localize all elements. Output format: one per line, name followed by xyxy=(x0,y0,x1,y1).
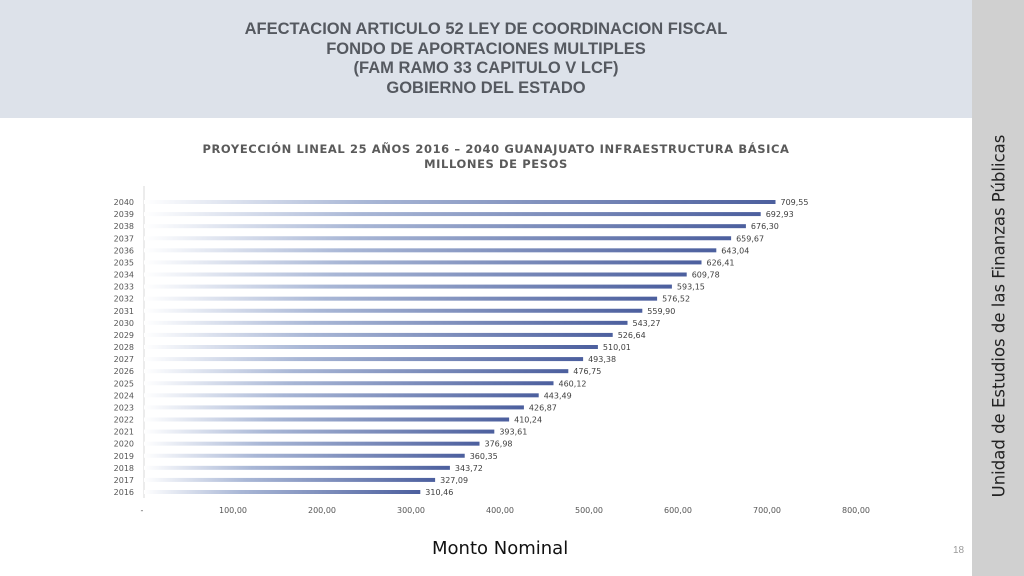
bar-2026 xyxy=(144,369,569,374)
bar-2017 xyxy=(144,477,436,482)
data-label-2030: 543,27 xyxy=(633,319,661,328)
bar-2018 xyxy=(144,465,450,470)
data-label-2020: 376,98 xyxy=(485,440,513,449)
data-label-2035: 626,41 xyxy=(707,258,735,267)
bar-2025 xyxy=(144,381,554,386)
y-tick-label-2016: 2016 xyxy=(114,488,134,497)
page-number: 18 xyxy=(953,545,965,556)
header-title-line-3: (FAM RAMO 33 CAPITULO V LCF) xyxy=(353,59,619,77)
chart-title-line-1: PROYECCIÓN LINEAL 25 AÑOS 2016 – 2040 GU… xyxy=(202,142,790,156)
y-tick-label-2031: 2031 xyxy=(114,307,134,316)
x-tick-label-100: 100,00 xyxy=(219,506,247,515)
data-label-2026: 476,75 xyxy=(573,367,601,376)
data-label-2018: 343,72 xyxy=(455,464,483,473)
bar-2027 xyxy=(144,357,584,362)
data-label-2022: 410,24 xyxy=(514,416,542,425)
header-title-line-4: GOBIERNO DEL ESTADO xyxy=(386,78,586,97)
x-tick-label-500: 500,00 xyxy=(575,506,603,515)
y-tick-label-2024: 2024 xyxy=(114,391,134,400)
bar-2024 xyxy=(144,393,539,398)
y-tick-label-2038: 2038 xyxy=(114,222,134,231)
y-tick-label-2032: 2032 xyxy=(114,295,134,304)
chart-title-line-2: MILLONES DE PESOS xyxy=(424,157,568,171)
data-label-2028: 510,01 xyxy=(603,343,631,352)
x-tick-label-300: 300,00 xyxy=(397,506,425,515)
slide-header: AFECTACION ARTICULO 52 LEY DE COORDINACI… xyxy=(0,0,972,118)
bar-2036 xyxy=(144,248,717,253)
data-label-2038: 676,30 xyxy=(751,222,779,231)
x-tick-label-0: - xyxy=(141,506,144,515)
y-tick-label-2034: 2034 xyxy=(114,271,134,280)
y-tick-label-2037: 2037 xyxy=(114,234,134,243)
bar-2035 xyxy=(144,260,702,265)
y-tick-label-2019: 2019 xyxy=(114,452,134,461)
y-tick-label-2033: 2033 xyxy=(114,283,134,292)
y-tick-label-2040: 2040 xyxy=(114,198,134,207)
bar-2034 xyxy=(144,272,687,277)
data-label-2033: 593,15 xyxy=(677,283,705,292)
bar-2021 xyxy=(144,429,495,434)
data-label-2021: 393,61 xyxy=(499,428,527,437)
data-label-2025: 460,12 xyxy=(559,379,587,388)
x-tick-label-200: 200,00 xyxy=(308,506,336,515)
data-label-2031: 559,90 xyxy=(647,307,675,316)
bar-2023 xyxy=(144,405,524,410)
bar-2016 xyxy=(144,490,421,494)
data-label-2039: 692,93 xyxy=(766,210,794,219)
sidebar-strip xyxy=(972,0,1024,576)
data-label-2036: 643,04 xyxy=(721,246,749,255)
y-tick-label-2028: 2028 xyxy=(114,343,134,352)
data-label-2040: 709,55 xyxy=(780,198,808,207)
data-label-2017: 327,09 xyxy=(440,476,468,485)
y-tick-label-2025: 2025 xyxy=(114,379,134,388)
footer-caption: Monto Nominal xyxy=(432,538,569,559)
data-label-2037: 659,67 xyxy=(736,234,764,243)
bar-2022 xyxy=(144,417,510,422)
y-tick-label-2036: 2036 xyxy=(114,246,134,255)
y-tick-label-2021: 2021 xyxy=(114,428,134,437)
bar-2020 xyxy=(144,441,480,446)
data-label-2024: 443,49 xyxy=(544,391,572,400)
data-label-2029: 526,64 xyxy=(618,331,646,340)
y-tick-label-2018: 2018 xyxy=(114,464,134,473)
bar-2039 xyxy=(144,212,761,217)
bar-2038 xyxy=(144,224,746,229)
y-tick-label-2039: 2039 xyxy=(114,210,134,219)
y-tick-label-2027: 2027 xyxy=(114,355,134,364)
y-tick-label-2020: 2020 xyxy=(114,440,134,449)
bar-2030 xyxy=(144,320,628,325)
bar-2032 xyxy=(144,296,658,301)
data-label-2034: 609,78 xyxy=(692,271,720,280)
bar-2040 xyxy=(144,200,776,204)
y-tick-label-2030: 2030 xyxy=(114,319,134,328)
data-label-2023: 426,87 xyxy=(529,403,557,412)
header-title-line-2: FONDO DE APORTACIONES MULTIPLES xyxy=(326,39,646,58)
bar-2033 xyxy=(144,284,672,289)
bar-2031 xyxy=(144,308,643,313)
bar-2028 xyxy=(144,345,598,349)
x-tick-label-700: 700,00 xyxy=(753,506,781,515)
data-label-2027: 493,38 xyxy=(588,355,616,364)
y-tick-label-2026: 2026 xyxy=(114,367,134,376)
y-tick-label-2022: 2022 xyxy=(114,416,134,425)
header-title-line-1: AFECTACION ARTICULO 52 LEY DE COORDINACI… xyxy=(244,20,728,38)
y-tick-label-2029: 2029 xyxy=(114,331,134,340)
x-tick-label-600: 600,00 xyxy=(664,506,692,515)
y-tick-label-2017: 2017 xyxy=(114,476,134,485)
data-label-2016: 310,46 xyxy=(425,488,453,497)
bar-2019 xyxy=(144,453,465,458)
chart-title: PROYECCIÓN LINEAL 25 AÑOS 2016 – 2040 GU… xyxy=(150,142,842,172)
y-tick-label-2035: 2035 xyxy=(114,258,134,267)
y-tick-label-2023: 2023 xyxy=(114,403,134,412)
bar-2037 xyxy=(144,236,732,241)
x-tick-label-400: 400,00 xyxy=(486,506,514,515)
bar-2029 xyxy=(144,332,613,337)
data-label-2032: 576,52 xyxy=(662,295,690,304)
x-tick-label-800: 800,00 xyxy=(842,506,870,515)
data-label-2019: 360,35 xyxy=(470,452,498,461)
